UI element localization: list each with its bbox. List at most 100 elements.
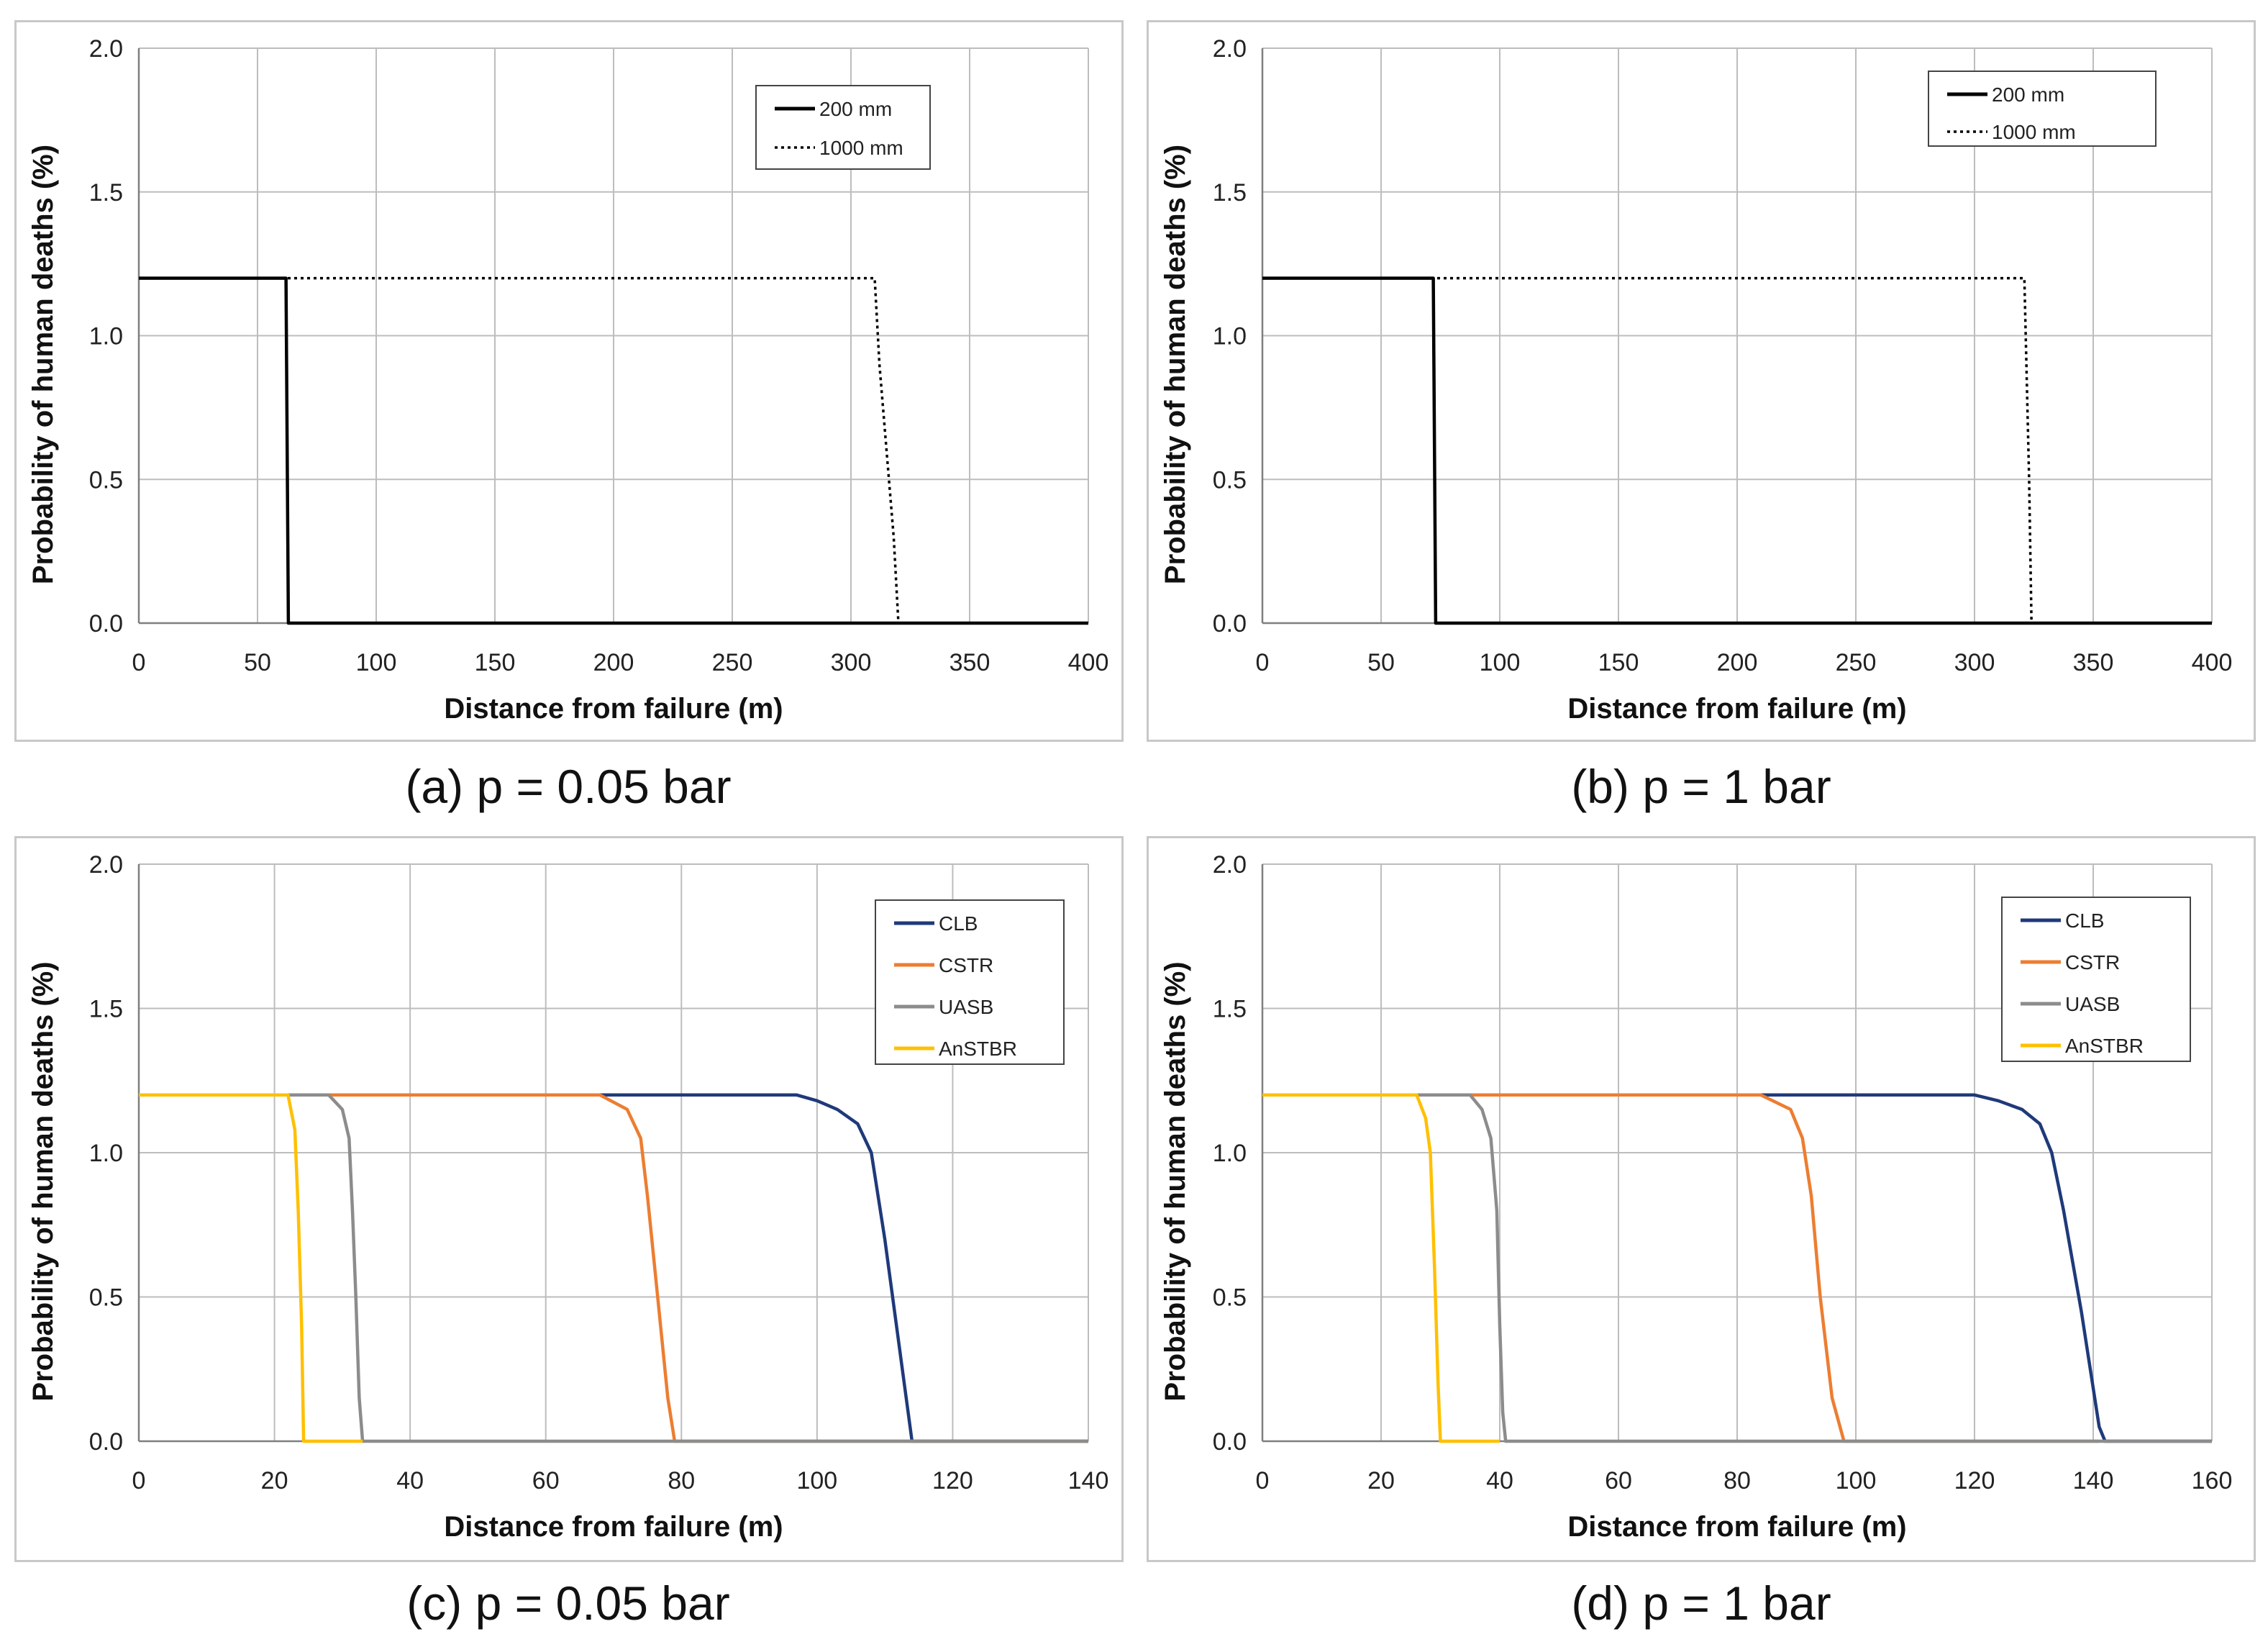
x-tick-label: 20: [261, 1467, 288, 1494]
legend-label: 1000 mm: [1992, 121, 2076, 143]
y-tick-label: 2.0: [89, 851, 123, 879]
y-tick-label: 2.0: [1213, 35, 1247, 63]
y-tick-label: 0.0: [1213, 610, 1247, 638]
legend-label: 200 mm: [1992, 83, 2064, 106]
chart-d-svg: 0 20 40 60 80 100 120 140 160 0.0 0.5 1.0 1.5 2.0 Dist…: [1160, 851, 2233, 1543]
x-tick-label: 0: [132, 1467, 146, 1494]
x-tick-label: 100: [356, 649, 397, 676]
x-tick-label: 0: [1256, 1467, 1270, 1494]
series-line-anstbr: [139, 1093, 363, 1443]
x-tick-label: 300: [1954, 649, 1995, 676]
y-tick-label: 1.5: [89, 179, 123, 207]
y-tick-label: 1.5: [1213, 179, 1247, 207]
series-line-cstr: [139, 1093, 1088, 1443]
chart-panel-a: 0 50 100 150 200 250 300 350 400 0.0 0.5 1.0 1.5 2.0 D…: [14, 20, 1124, 742]
y-tick-label: 1.5: [89, 996, 123, 1023]
x-tick-label: 350: [2073, 649, 2114, 676]
y-axis-title: Probability of human deaths (%): [1160, 961, 1191, 1401]
x-tick-label: 60: [532, 1467, 560, 1494]
x-tick-label: 120: [1954, 1467, 1995, 1494]
series-line-clb: [139, 1093, 1088, 1443]
y-axis-title: Probability of human deaths (%): [27, 145, 59, 584]
x-axis-title: Distance from failure (m): [1567, 693, 1906, 725]
x-tick-label: 0: [1256, 649, 1270, 676]
x-tick-label: 40: [1486, 1467, 1513, 1494]
x-tick-label: 20: [1367, 1467, 1395, 1494]
y-tick-label: 1.0: [1213, 1140, 1247, 1167]
y-tick-label: 0.5: [89, 1284, 123, 1312]
x-tick-label: 140: [1068, 1467, 1109, 1494]
x-tick-label: 80: [1723, 1467, 1751, 1494]
legend-label: UASB: [2065, 993, 2120, 1015]
x-tick-label: 350: [949, 649, 990, 676]
x-tick-label: 0: [132, 649, 146, 676]
x-tick-label: 50: [1367, 649, 1395, 676]
x-tick-label: 250: [1836, 649, 1877, 676]
chart-panel-d: 0 20 40 60 80 100 120 140 160 0.0 0.5 1.0 1.5 2.0 Dist…: [1147, 836, 2256, 1562]
y-tick-label: 0.5: [1213, 466, 1247, 494]
legend-label: 1000 mm: [819, 137, 903, 159]
chart-panel-c: 0 20 40 60 80 100 120 140 0.0 0.5 1.0 1.5 2.0 Distanc…: [14, 836, 1124, 1562]
x-tick-label: 100: [1480, 649, 1521, 676]
legend-box: [875, 899, 1065, 1065]
chart-panel-b: 0 50 100 150 200 250 300 350 400 0.0 0.5 1.0 1.5 2.0 D…: [1147, 20, 2256, 742]
legend-box: [2001, 897, 2191, 1062]
x-tick-label: 100: [1836, 1467, 1877, 1494]
x-tick-label: 60: [1605, 1467, 1632, 1494]
y-tick-label: 0.0: [89, 1428, 123, 1456]
x-tick-label: 300: [831, 649, 872, 676]
y-axis-title: Probability of human deaths (%): [1160, 145, 1191, 584]
x-tick-label: 50: [244, 649, 271, 676]
series-line-uasb: [1262, 1093, 2212, 1443]
legend-label: AnSTBR: [2065, 1035, 2144, 1057]
legend-label: CSTR: [2065, 951, 2120, 974]
x-tick-label: 160: [2192, 1467, 2233, 1494]
legend-label: UASB: [939, 996, 993, 1018]
x-tick-label: 80: [668, 1467, 695, 1494]
x-tick-label: 140: [2073, 1467, 2114, 1494]
y-tick-label: 2.0: [89, 35, 123, 63]
x-tick-label: 100: [796, 1467, 837, 1494]
series-line-clb: [1262, 1093, 2212, 1443]
caption-d: (d) p = 1 bar: [1571, 1576, 1831, 1630]
legend-box: [755, 85, 931, 170]
x-tick-label: 200: [1717, 649, 1758, 676]
caption-c: (c) p = 0.05 bar: [406, 1576, 730, 1630]
series-line-anstbr: [1262, 1093, 1500, 1443]
caption-b: (b) p = 1 bar: [1571, 760, 1831, 813]
y-tick-label: 1.0: [89, 323, 123, 350]
caption-a: (a) p = 0.05 bar: [405, 760, 732, 813]
series-line-cstr: [1262, 1093, 2100, 1443]
y-tick-label: 0.5: [89, 466, 123, 494]
x-tick-label: 400: [2192, 649, 2233, 676]
y-tick-label: 0.5: [1213, 1284, 1247, 1312]
y-tick-label: 1.5: [1213, 996, 1247, 1023]
y-tick-label: 1.0: [1213, 323, 1247, 350]
series-line-1000-mm: [1262, 276, 2033, 624]
series-line-1000-mm: [139, 276, 900, 624]
legend-label: CSTR: [939, 954, 993, 976]
x-axis-title: Distance from failure (m): [444, 693, 783, 725]
legend-label: 200 mm: [819, 98, 892, 120]
x-tick-label: 120: [932, 1467, 973, 1494]
x-tick-label: 150: [1598, 649, 1639, 676]
x-tick-label: 150: [475, 649, 516, 676]
x-tick-label: 40: [396, 1467, 424, 1494]
x-axis-title: Distance from failure (m): [1567, 1511, 1906, 1543]
y-tick-label: 2.0: [1213, 851, 1247, 879]
y-tick-label: 0.0: [89, 610, 123, 638]
chart-a-svg: 0 50 100 150 200 250 300 350 400 0.0 0.5 1.0 1.5 2.0 D…: [27, 35, 1109, 725]
y-axis-title: Probability of human deaths (%): [27, 961, 59, 1401]
x-axis-title: Distance from failure (m): [444, 1511, 783, 1543]
series-line-uasb: [139, 1093, 1088, 1443]
y-tick-label: 0.0: [1213, 1428, 1247, 1456]
chart-c-svg: 0 20 40 60 80 100 120 140 0.0 0.5 1.0 1.5 2.0 Distanc…: [27, 851, 1109, 1543]
legend-label: AnSTBR: [939, 1038, 1017, 1060]
legend-label: CLB: [939, 912, 978, 935]
x-tick-label: 250: [712, 649, 753, 676]
legend-label: CLB: [2065, 909, 2104, 932]
x-tick-label: 400: [1068, 649, 1109, 676]
chart-b-svg: 0 50 100 150 200 250 300 350 400 0.0 0.5 1.0 1.5 2.0 D…: [1160, 35, 2233, 725]
y-tick-label: 1.0: [89, 1140, 123, 1167]
legend-box: [1928, 71, 2157, 147]
